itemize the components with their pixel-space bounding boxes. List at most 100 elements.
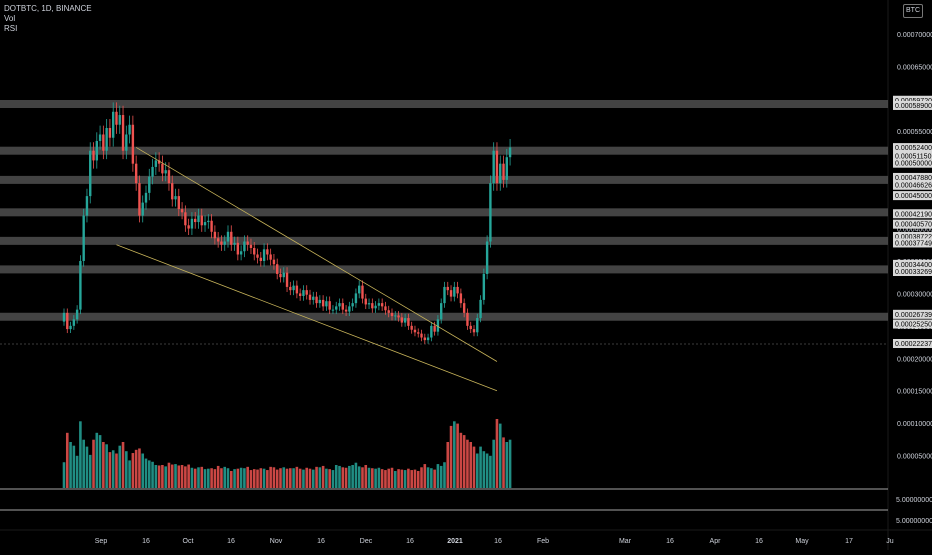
volume-bar: [397, 469, 400, 488]
candle-body: [410, 325, 413, 330]
volume-bar: [262, 468, 266, 488]
volume-bar: [266, 470, 269, 488]
candle-body: [436, 319, 440, 332]
candle-body: [482, 273, 486, 300]
level-label-box: [893, 309, 932, 319]
candle-body: [354, 293, 358, 304]
candle-body: [361, 285, 364, 299]
candle-body: [335, 306, 338, 310]
level-label-text: 0.00042190: [895, 211, 932, 218]
volume-bar: [423, 464, 427, 488]
volume-bar: [315, 466, 318, 488]
volume-bar: [285, 468, 289, 488]
volume-bar: [479, 446, 482, 488]
candle-body: [108, 128, 112, 138]
volume-bar: [279, 468, 282, 488]
time-axis-label: Apr: [710, 538, 722, 545]
currency-badge[interactable]: BTC: [903, 4, 923, 18]
candle-body: [66, 312, 69, 330]
volume-bar: [302, 469, 305, 488]
volume-bar: [92, 439, 95, 488]
candle-body: [184, 212, 187, 226]
volume-bar: [420, 467, 423, 488]
candle-body: [171, 183, 174, 200]
volume-bar: [65, 432, 69, 488]
candle-body: [194, 218, 197, 223]
volume-bar: [259, 468, 263, 488]
volume-bar: [426, 467, 430, 488]
candle-body: [115, 111, 118, 125]
volume-bar: [115, 453, 118, 488]
rsi-indicator-label[interactable]: RSI: [4, 24, 18, 33]
volume-bar: [505, 442, 509, 488]
candle-body: [413, 329, 417, 333]
candle-body: [246, 241, 249, 245]
candle-body: [131, 124, 135, 164]
candle-body: [151, 166, 154, 177]
volume-bar: [361, 467, 364, 488]
time-axis-label: Nov: [270, 538, 283, 545]
candle-body: [433, 325, 436, 332]
sub-pane-label: 5.00000000: [896, 497, 932, 504]
candle-body: [148, 176, 151, 193]
volume-bar: [223, 466, 227, 488]
volume-bar: [193, 468, 197, 488]
candle-body: [374, 305, 377, 309]
candle-body: [138, 183, 141, 216]
candle-body: [456, 286, 459, 294]
level-label-text: 0.00037749: [895, 240, 932, 247]
candle-body: [341, 303, 344, 310]
symbol-label: DOTBTC, 1D, BINANCE: [4, 4, 92, 13]
volume-bar: [216, 465, 220, 488]
volume-bar: [233, 469, 236, 488]
volume-bar: [79, 421, 82, 488]
candle-body: [276, 264, 279, 274]
level-label-box: [893, 95, 932, 105]
volume-bar: [164, 466, 167, 488]
volume-bar: [403, 470, 407, 488]
level-label-text: 0.00046626: [895, 183, 932, 190]
candle-body: [203, 222, 207, 226]
level-label-text: 0.00034400: [895, 262, 932, 269]
level-label-text: 0.00033269: [895, 269, 932, 276]
volume-bar: [380, 469, 384, 488]
volume-bar: [338, 465, 341, 488]
volume-bar: [85, 446, 89, 488]
time-axis-label: 16: [317, 538, 325, 545]
volume-bar: [433, 469, 436, 488]
candle-body: [187, 225, 190, 229]
candle-body: [308, 294, 312, 300]
chart-legend: DOTBTC, 1D, BINANCE Vol RSI: [4, 4, 92, 34]
volume-bar: [462, 435, 466, 488]
zone-band-0: [0, 100, 888, 108]
candle-body: [141, 202, 144, 216]
volume-bar: [220, 468, 223, 488]
volume-bar: [141, 453, 145, 488]
candle-body: [315, 296, 318, 304]
candle-body: [443, 286, 446, 304]
candle-body: [259, 257, 262, 261]
level-label-text: 0.00051150: [895, 154, 932, 161]
candle-body: [485, 241, 489, 274]
volume-indicator-label[interactable]: Vol: [4, 14, 16, 23]
candle-body: [239, 251, 243, 255]
volume-bar: [282, 467, 286, 488]
candle-body: [367, 303, 371, 305]
level-label-box: [893, 209, 932, 219]
volume-bar: [180, 465, 184, 488]
volume-bar: [298, 468, 302, 488]
volume-bar: [128, 460, 131, 488]
candle-body: [440, 303, 443, 320]
volume-bar: [167, 462, 171, 488]
volume-bar: [456, 423, 459, 488]
volume-bar: [138, 448, 141, 488]
candle-body: [380, 303, 384, 307]
candle-body: [302, 290, 305, 296]
level-label-text: 0.00026739: [895, 312, 932, 319]
time-axis-label: Oct: [183, 538, 194, 545]
candle-body: [89, 150, 92, 197]
candle-body: [125, 134, 128, 151]
time-axis-label: Ju: [886, 538, 894, 545]
